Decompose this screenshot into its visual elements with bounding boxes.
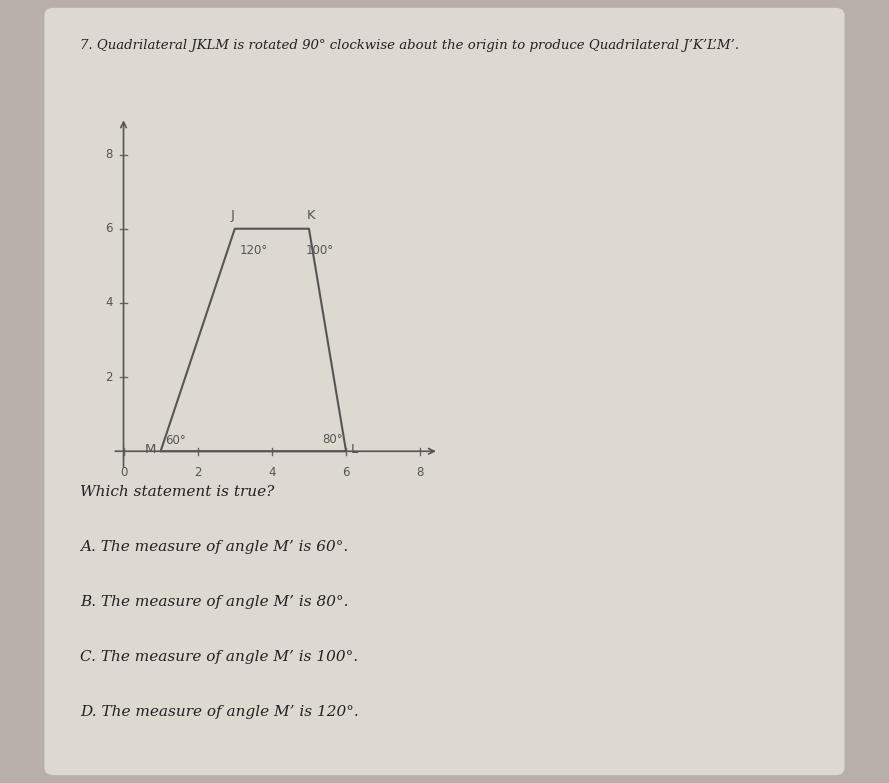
Text: C. The measure of angle M’ is 100°.: C. The measure of angle M’ is 100°. [80,650,358,664]
Text: 8: 8 [105,148,112,161]
Text: B. The measure of angle M’ is 80°.: B. The measure of angle M’ is 80°. [80,595,348,609]
Text: 120°: 120° [239,244,268,258]
Text: Which statement is true?: Which statement is true? [80,485,275,500]
Text: 2: 2 [194,466,202,479]
Text: 80°: 80° [322,433,342,446]
Text: 60°: 60° [165,434,186,447]
Text: J: J [231,209,235,222]
Text: 8: 8 [417,466,424,479]
Text: A. The measure of angle M’ is 60°.: A. The measure of angle M’ is 60°. [80,540,348,554]
Text: 0: 0 [120,466,127,479]
Text: D. The measure of angle M’ is 120°.: D. The measure of angle M’ is 120°. [80,705,359,719]
Text: 4: 4 [268,466,276,479]
Text: L: L [350,443,357,456]
Text: 6: 6 [105,222,112,235]
FancyBboxPatch shape [44,8,845,775]
Text: M: M [145,443,156,456]
Text: 7. Quadrilateral JKLM is rotated 90° clockwise about the origin to produce Quadr: 7. Quadrilateral JKLM is rotated 90° clo… [80,39,739,52]
Text: 2: 2 [105,370,112,384]
Text: 6: 6 [342,466,349,479]
Text: 4: 4 [105,297,112,309]
Text: 100°: 100° [305,244,333,258]
Text: K: K [307,209,315,222]
